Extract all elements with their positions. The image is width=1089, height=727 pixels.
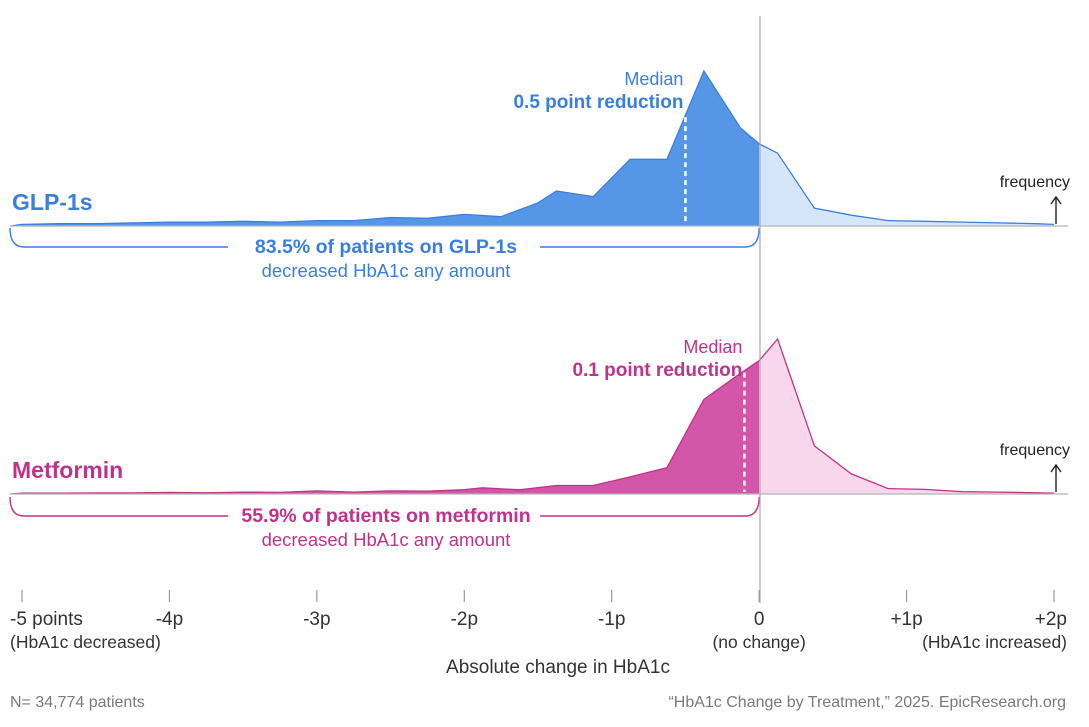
x-tick: -1p — [598, 590, 625, 630]
x-tick: +2p(HbA1c increased) — [922, 590, 1067, 652]
metformin-frequency-label: frequency — [1000, 442, 1070, 459]
footer-note: N= 34,774 patients — [10, 694, 145, 711]
metformin-panel: Median 0.1 point reduction Metformin freque… — [10, 337, 1070, 550]
x-tick: -2p — [451, 590, 478, 630]
x-tick-label: -5 points — [10, 609, 83, 630]
x-tick-label: -4p — [156, 609, 183, 630]
metformin-percent-label: 55.9% of patients on metformin — [241, 505, 530, 527]
metformin-percent-sublabel: decreased HbA1c any amount — [262, 529, 511, 550]
x-tick-label: -2p — [451, 609, 478, 630]
metformin-series-label: Metformin — [12, 457, 123, 483]
glp-1s-panel: Median 0.5 point reduction GLP-1s frequency… — [10, 69, 1070, 281]
x-tick: -3p — [303, 590, 330, 630]
x-tick-sublabel: (no change) — [712, 632, 805, 652]
x-tick: -4p — [156, 590, 183, 630]
x-tick: 0(no change) — [712, 590, 805, 652]
glp-1s-median-label: 0.5 point reduction — [513, 92, 683, 113]
metformin-distribution-line — [10, 339, 1054, 494]
x-tick-label: +2p — [1035, 609, 1067, 630]
glp-1s-percent-label: 83.5% of patients on GLP-1s — [255, 236, 517, 258]
metformin-increased-area — [759, 339, 1054, 494]
glp-1s-percent-sublabel: decreased HbA1c any amount — [262, 260, 511, 281]
x-axis-label: Absolute change in HbA1c — [446, 657, 670, 678]
x-tick: -5 points(HbA1c decreased) — [10, 590, 161, 652]
glp-1s-median-title: Median — [624, 69, 683, 89]
glp-1s-series-label: GLP-1s — [12, 189, 93, 215]
hba1c-chart: Median 0.5 point reduction GLP-1s frequency… — [0, 0, 1089, 727]
x-tick-label: -3p — [303, 609, 330, 630]
x-tick-label: 0 — [754, 609, 765, 630]
metformin-median-title: Median — [683, 337, 742, 357]
footer-source: “HbA1c Change by Treatment,” 2025. EpicR… — [668, 694, 1066, 711]
x-tick-label: -1p — [598, 609, 625, 630]
x-tick: +1p — [890, 590, 922, 630]
x-tick-sublabel: (HbA1c decreased) — [10, 632, 161, 652]
metformin-median-label: 0.1 point reduction — [572, 360, 742, 381]
glp-1s-frequency-label: frequency — [1000, 174, 1070, 191]
x-tick-sublabel: (HbA1c increased) — [922, 632, 1067, 652]
x-tick-label: +1p — [890, 609, 922, 630]
